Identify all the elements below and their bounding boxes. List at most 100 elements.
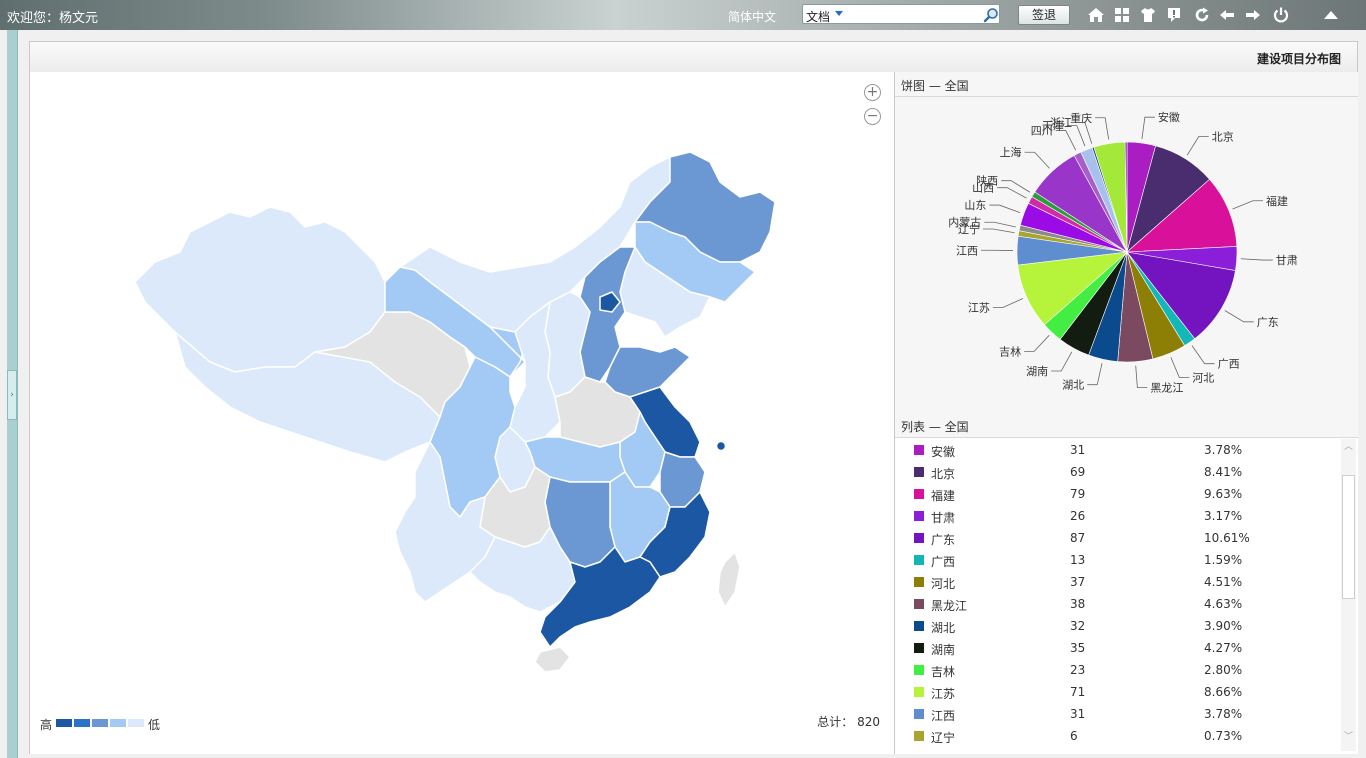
chevron-down-icon[interactable]: [835, 11, 843, 16]
total-value: 820: [857, 715, 880, 729]
list-row[interactable]: 辽宁 6 0.73%: [895, 725, 1340, 747]
row-count: 87: [1070, 531, 1086, 545]
list-row[interactable]: 江西 31 3.78%: [895, 703, 1340, 725]
search-icon[interactable]: [983, 7, 999, 23]
search-input[interactable]: [847, 6, 981, 24]
province-taiwan[interactable]: [717, 551, 741, 608]
row-count: 6: [1070, 729, 1078, 743]
sidebar-expand-toggle[interactable]: ›: [7, 370, 17, 420]
list-scrollbar[interactable]: ︿ ﹀: [1341, 439, 1356, 751]
legend-swatch: [74, 719, 90, 727]
row-percent: 3.78%: [1204, 443, 1243, 457]
pie-label-leader: [1095, 117, 1110, 140]
list-row[interactable]: 北京 69 8.41%: [895, 461, 1340, 483]
pie-label-leader: [1232, 200, 1263, 210]
pie-label: 安徽: [1158, 110, 1180, 124]
row-percent: 8.41%: [1204, 465, 1243, 479]
list-row[interactable]: 湖南 35 4.27%: [895, 637, 1340, 659]
row-province-name: 湖南: [931, 643, 956, 657]
row-color-swatch: [914, 489, 924, 499]
row-count: 69: [1070, 465, 1086, 479]
pie-label-leader: [1066, 125, 1086, 147]
pie-label: 山西: [972, 182, 994, 195]
row-percent: 4.63%: [1204, 597, 1243, 611]
grid-icon[interactable]: [1113, 6, 1131, 24]
province-beijing[interactable]: [599, 291, 621, 313]
province-yunnan[interactable]: [394, 441, 496, 603]
pie-label-leader: [1186, 136, 1209, 156]
pie-label-leader: [1055, 130, 1077, 151]
china-map[interactable]: [130, 152, 790, 692]
row-color-swatch: [914, 599, 924, 609]
scroll-up-icon[interactable]: ︿: [1343, 442, 1353, 452]
shirt-icon[interactable]: [1139, 6, 1157, 24]
province-shanghai[interactable]: [715, 440, 727, 452]
scroll-down-icon[interactable]: ﹀: [1343, 732, 1353, 742]
list-row[interactable]: 江苏 71 8.66%: [895, 681, 1340, 703]
list-row[interactable]: 湖北 32 3.90%: [895, 615, 1340, 637]
list-row[interactable]: 福建 79 9.63%: [895, 483, 1340, 505]
list-row[interactable]: 广东 87 10.61%: [895, 527, 1340, 549]
power-icon[interactable]: [1272, 6, 1290, 24]
search-type-dropdown[interactable]: 文档: [806, 10, 831, 24]
scroll-thumb[interactable]: [1342, 475, 1355, 599]
pie-label-leader: [989, 204, 1021, 214]
back-icon[interactable]: [1218, 6, 1236, 24]
row-count: 23: [1070, 663, 1086, 677]
pie-label: 北京: [1212, 129, 1234, 143]
pie-label-leader: [1001, 180, 1031, 193]
row-province-name: 广西: [931, 555, 956, 569]
alert-icon[interactable]: [1165, 6, 1183, 24]
logout-button[interactable]: 签退: [1018, 5, 1070, 25]
province-guangdong[interactable]: [539, 546, 661, 648]
collapse-up-icon[interactable]: [1322, 6, 1340, 24]
pie-label-leader: [1087, 363, 1103, 386]
row-percent: 0.73%: [1204, 729, 1243, 743]
pie-label: 上海: [1000, 145, 1022, 159]
search-box[interactable]: 文档: [802, 4, 1000, 24]
province-hainan[interactable]: [534, 646, 571, 673]
language-selector[interactable]: 简体中文: [728, 10, 777, 24]
row-province-name: 广东: [931, 533, 956, 547]
pie-label: 四川: [1031, 125, 1053, 138]
list-row[interactable]: 甘肃 26 3.17%: [895, 505, 1340, 527]
pie-label: 天津: [1042, 120, 1064, 133]
list-row[interactable]: 河北 37 4.51%: [895, 571, 1340, 593]
row-count: 32: [1070, 619, 1086, 633]
list-row[interactable]: 吉林 23 2.80%: [895, 659, 1340, 681]
refresh-icon[interactable]: [1193, 6, 1211, 24]
row-province-name: 湖北: [931, 621, 956, 635]
pie-label: 江苏: [968, 301, 990, 314]
province-fujian[interactable]: [639, 491, 711, 578]
row-percent: 2.80%: [1204, 663, 1243, 677]
list-row[interactable]: 广西 13 1.59%: [895, 549, 1340, 571]
legend-low-label: 低: [148, 718, 161, 732]
list-row[interactable]: 安徽 31 3.78%: [895, 439, 1340, 461]
panel-header: 建设项目分布图: [30, 42, 1357, 73]
row-percent: 1.59%: [1204, 553, 1243, 567]
province-list: 安徽 31 3.78% 北京 69 8.41% 福建 79 9.63% 甘肃 26 3.17% 广东 87…: [895, 439, 1340, 747]
page-title: 建设项目分布图: [1256, 52, 1341, 66]
province-qinghai[interactable]: [314, 311, 471, 418]
zoom-out-button[interactable]: −: [864, 108, 881, 125]
list-panel-header: 列表 — 全国: [895, 413, 1358, 438]
row-percent: 3.90%: [1204, 619, 1243, 633]
row-count: 71: [1070, 685, 1086, 699]
pie-label: 浙江: [1050, 117, 1072, 130]
legend-swatch: [110, 719, 126, 727]
pie-slice[interactable]: [1126, 251, 1236, 340]
pie-slice[interactable]: [1126, 178, 1238, 253]
main-panel: 建设项目分布图 + −: [29, 41, 1358, 754]
home-icon[interactable]: [1087, 6, 1105, 24]
forward-icon[interactable]: [1244, 6, 1262, 24]
list-row[interactable]: 黑龙江 38 4.63%: [895, 593, 1340, 615]
pie-panel-header: 饼图 — 全国: [895, 72, 1358, 97]
pie-slice[interactable]: [1124, 141, 1128, 253]
row-province-name: 河北: [931, 577, 956, 591]
list-panel: 列表 — 全国 安徽 31 3.78% 北京 69 8.41% 福建 79 9.63% 甘肃 26 3…: [894, 413, 1358, 754]
province-shandong[interactable]: [604, 346, 691, 398]
zoom-in-button[interactable]: +: [864, 84, 881, 101]
row-color-swatch: [914, 511, 924, 521]
pie-panel-title: 饼图 — 全国: [901, 79, 969, 93]
